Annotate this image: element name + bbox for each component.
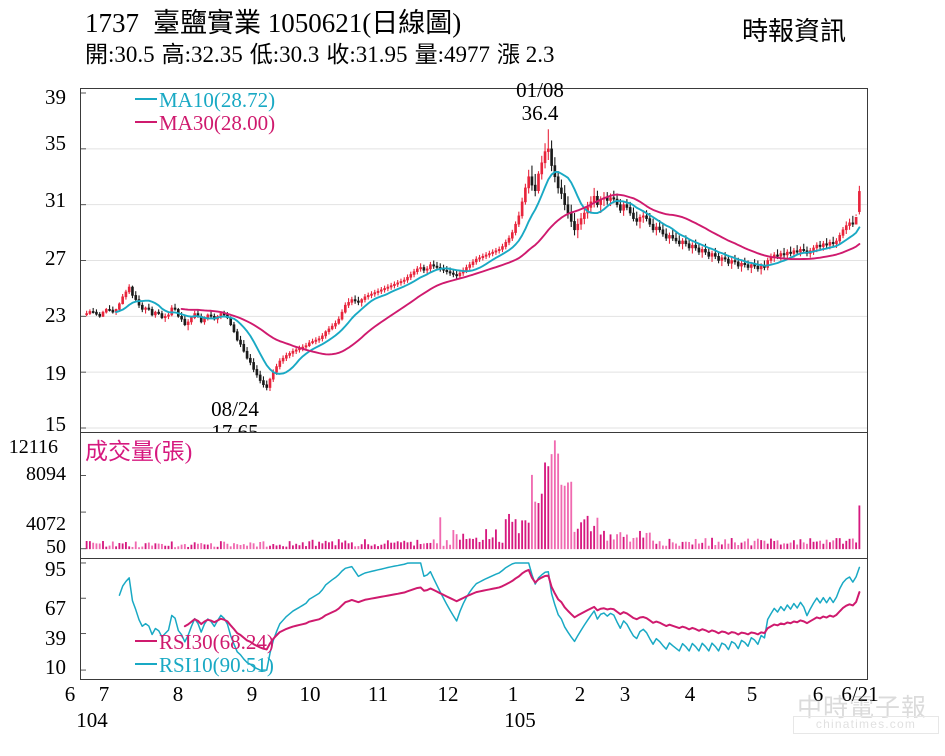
price-ytick-1: 35 xyxy=(45,131,66,155)
price-ytick-4: 23 xyxy=(45,303,66,327)
x-tick-12: 6 xyxy=(812,682,824,706)
page-title: 1737 臺鹽實業 1050621(日線圖) xyxy=(85,8,461,38)
volume-chart-panel xyxy=(80,432,868,559)
price-chart-svg xyxy=(81,92,867,429)
quote-open: 開:30.5 xyxy=(85,42,155,67)
year-label-105: 105 xyxy=(504,708,536,732)
rsi-ytick-3: 10 xyxy=(45,655,66,679)
legend-rsi10: RSI10(90.51) xyxy=(135,654,274,677)
x-tick-7: 1 xyxy=(507,682,519,706)
legend-ma30-label: MA30(28.00) xyxy=(159,111,276,135)
rsi30-line-swatch xyxy=(135,640,157,643)
volume-ytick-3: 50 xyxy=(46,536,66,558)
watermark-box xyxy=(793,716,939,734)
x-tick-9: 3 xyxy=(619,682,631,706)
legend-volume: 成交量(張) xyxy=(85,440,192,463)
legend-rsi10-label: RSI10(90.51) xyxy=(159,653,274,677)
price-ytick-3: 27 xyxy=(45,246,66,270)
x-tick-0: 6 xyxy=(64,682,76,706)
x-tick-13: 6/21 xyxy=(841,682,879,706)
quote-low: 低:30.3 xyxy=(249,42,320,67)
price-ytick-0: 39 xyxy=(45,85,66,109)
watermark-url: chinatimes.com xyxy=(815,717,917,731)
x-tick-3: 9 xyxy=(246,682,258,706)
x-tick-11: 5 xyxy=(746,682,758,706)
legend-rsi30-label: RSI30(68.24) xyxy=(159,630,274,654)
volume-ytick-0: 12116 xyxy=(8,436,58,458)
quote-close: 收:31.95 xyxy=(326,42,408,67)
x-tick-10: 4 xyxy=(684,682,696,706)
rsi-chart-panel xyxy=(80,559,868,680)
volume-chart-svg xyxy=(81,440,861,550)
x-tick-4: 10 xyxy=(299,682,321,706)
legend-ma30: MA30(28.00) xyxy=(135,112,275,135)
rsi-ytick-2: 39 xyxy=(45,626,66,650)
watermark: 中時電子報 chinatimes.com xyxy=(793,688,941,734)
x-tick-2: 8 xyxy=(172,682,184,706)
price-ytick-5: 19 xyxy=(45,361,66,385)
x-tick-6: 12 xyxy=(437,682,459,706)
annotation-low-date: 08/24 xyxy=(211,397,259,421)
rsi-chart-svg xyxy=(81,562,861,671)
legend-rsi30: RSI30(68.24) xyxy=(135,631,274,654)
volume-ytick-1: 8094 xyxy=(26,463,66,485)
x-tick-1: 7 xyxy=(98,682,110,706)
stock-name: 臺鹽實業 xyxy=(153,8,261,38)
legend-volume-label: 成交量(張) xyxy=(85,439,193,464)
quote-change: 漲 2.3 xyxy=(496,42,555,67)
year-label-104: 104 xyxy=(76,708,108,732)
brand-label: 時報資訊 xyxy=(742,17,847,46)
annotation-high: 01/08 36.4 xyxy=(460,79,620,125)
rsi-ytick-1: 67 xyxy=(45,596,66,620)
annotation-high-price: 36.4 xyxy=(521,101,559,125)
volume-ytick-2: 4072 xyxy=(26,513,66,535)
rsi-ytick-0: 95 xyxy=(45,557,66,581)
ma10-line-swatch xyxy=(135,98,157,101)
quote-volume: 量:4977 xyxy=(414,42,490,67)
rsi10-line-swatch xyxy=(135,663,157,666)
legend-ma10: MA10(28.72) xyxy=(135,89,275,112)
price-ytick-6: 15 xyxy=(45,412,66,436)
chart-header: 1737 臺鹽實業 1050621(日線圖) 開:30.5 高:32.35 低:30.… xyxy=(0,0,945,80)
quote-line: 開:30.5 高:32.35 低:30.3 收:31.95 量:4977 漲 2.3 xyxy=(85,42,561,68)
x-tick-8: 2 xyxy=(574,682,586,706)
legend-ma10-label: MA10(28.72) xyxy=(159,88,276,112)
x-tick-5: 11 xyxy=(367,682,389,706)
watermark-cjk: 中時電子報 xyxy=(797,695,928,722)
ma30-line-swatch xyxy=(135,121,157,124)
quote-high: 高:32.35 xyxy=(161,42,243,67)
chart-date-title: 1050621(日線圖) xyxy=(267,8,462,38)
price-chart-panel xyxy=(80,88,868,432)
stock-code: 1737 xyxy=(85,8,139,38)
annotation-high-date: 01/08 xyxy=(516,78,564,102)
price-ytick-2: 31 xyxy=(45,188,66,212)
